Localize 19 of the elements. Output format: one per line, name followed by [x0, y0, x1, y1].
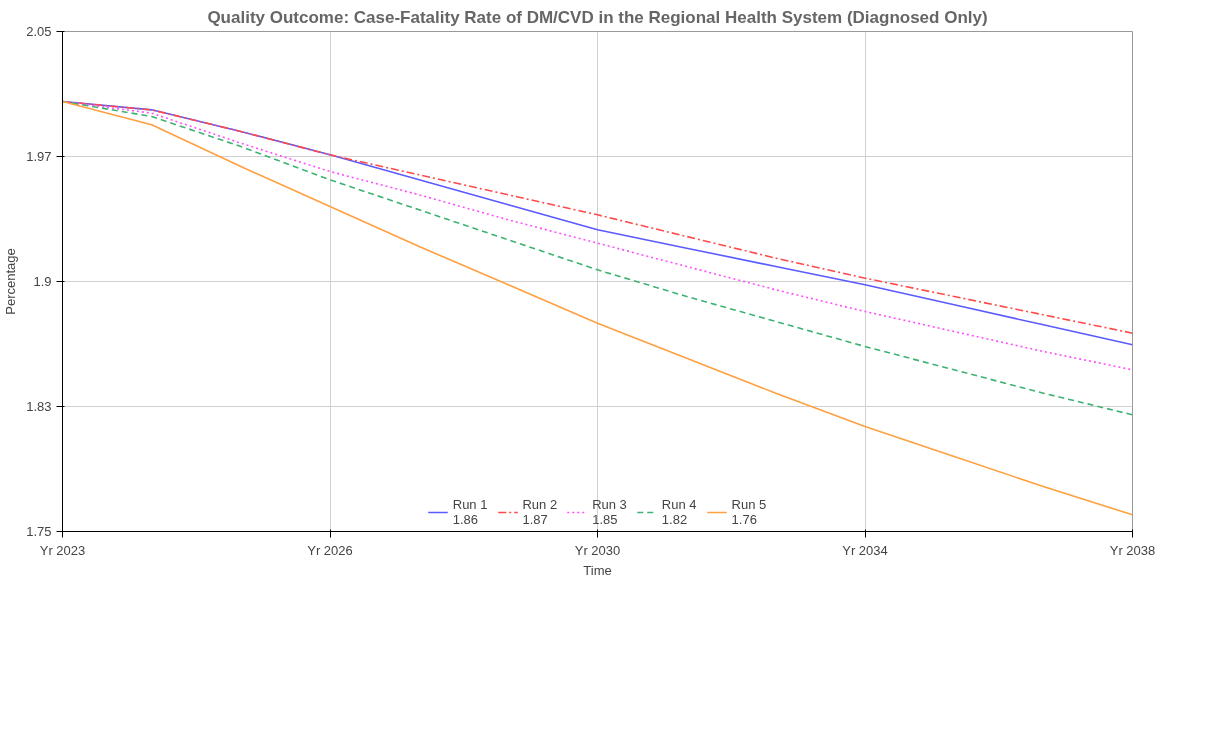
legend-label: Run 5 1.76: [731, 497, 767, 527]
y-tick-label: 1.75: [26, 524, 52, 539]
x-axis-title: Time: [583, 562, 612, 578]
x-tick-label: Yr 2026: [307, 542, 353, 558]
legend-label: Run 2 1.87: [522, 497, 558, 527]
y-axis-title: Percentage: [3, 248, 19, 315]
x-tick-label: Yr 2038: [1109, 542, 1156, 558]
y-tick-label: 1.97: [26, 149, 52, 164]
y-tick-label: 2.05: [26, 24, 52, 39]
y-tick-label: 1.83: [26, 399, 52, 414]
x-tick-label: Yr 2023: [39, 542, 86, 558]
legend-label: Run 3 1.85: [592, 497, 627, 527]
x-tick-label: Yr 2034: [842, 542, 888, 558]
legend-label: Run 4 1.82: [661, 497, 697, 527]
y-tick-label: 1.9: [33, 274, 52, 289]
chart-title: Quality Outcome: Case-Fatality Rate of DM/CVD in the Regional Health System (Diagnosed Only): [207, 7, 988, 27]
legend-label: Run 1 1.86: [452, 497, 488, 527]
line-series: [62, 100, 1133, 516]
x-tick-label: Yr 2030: [574, 542, 621, 558]
